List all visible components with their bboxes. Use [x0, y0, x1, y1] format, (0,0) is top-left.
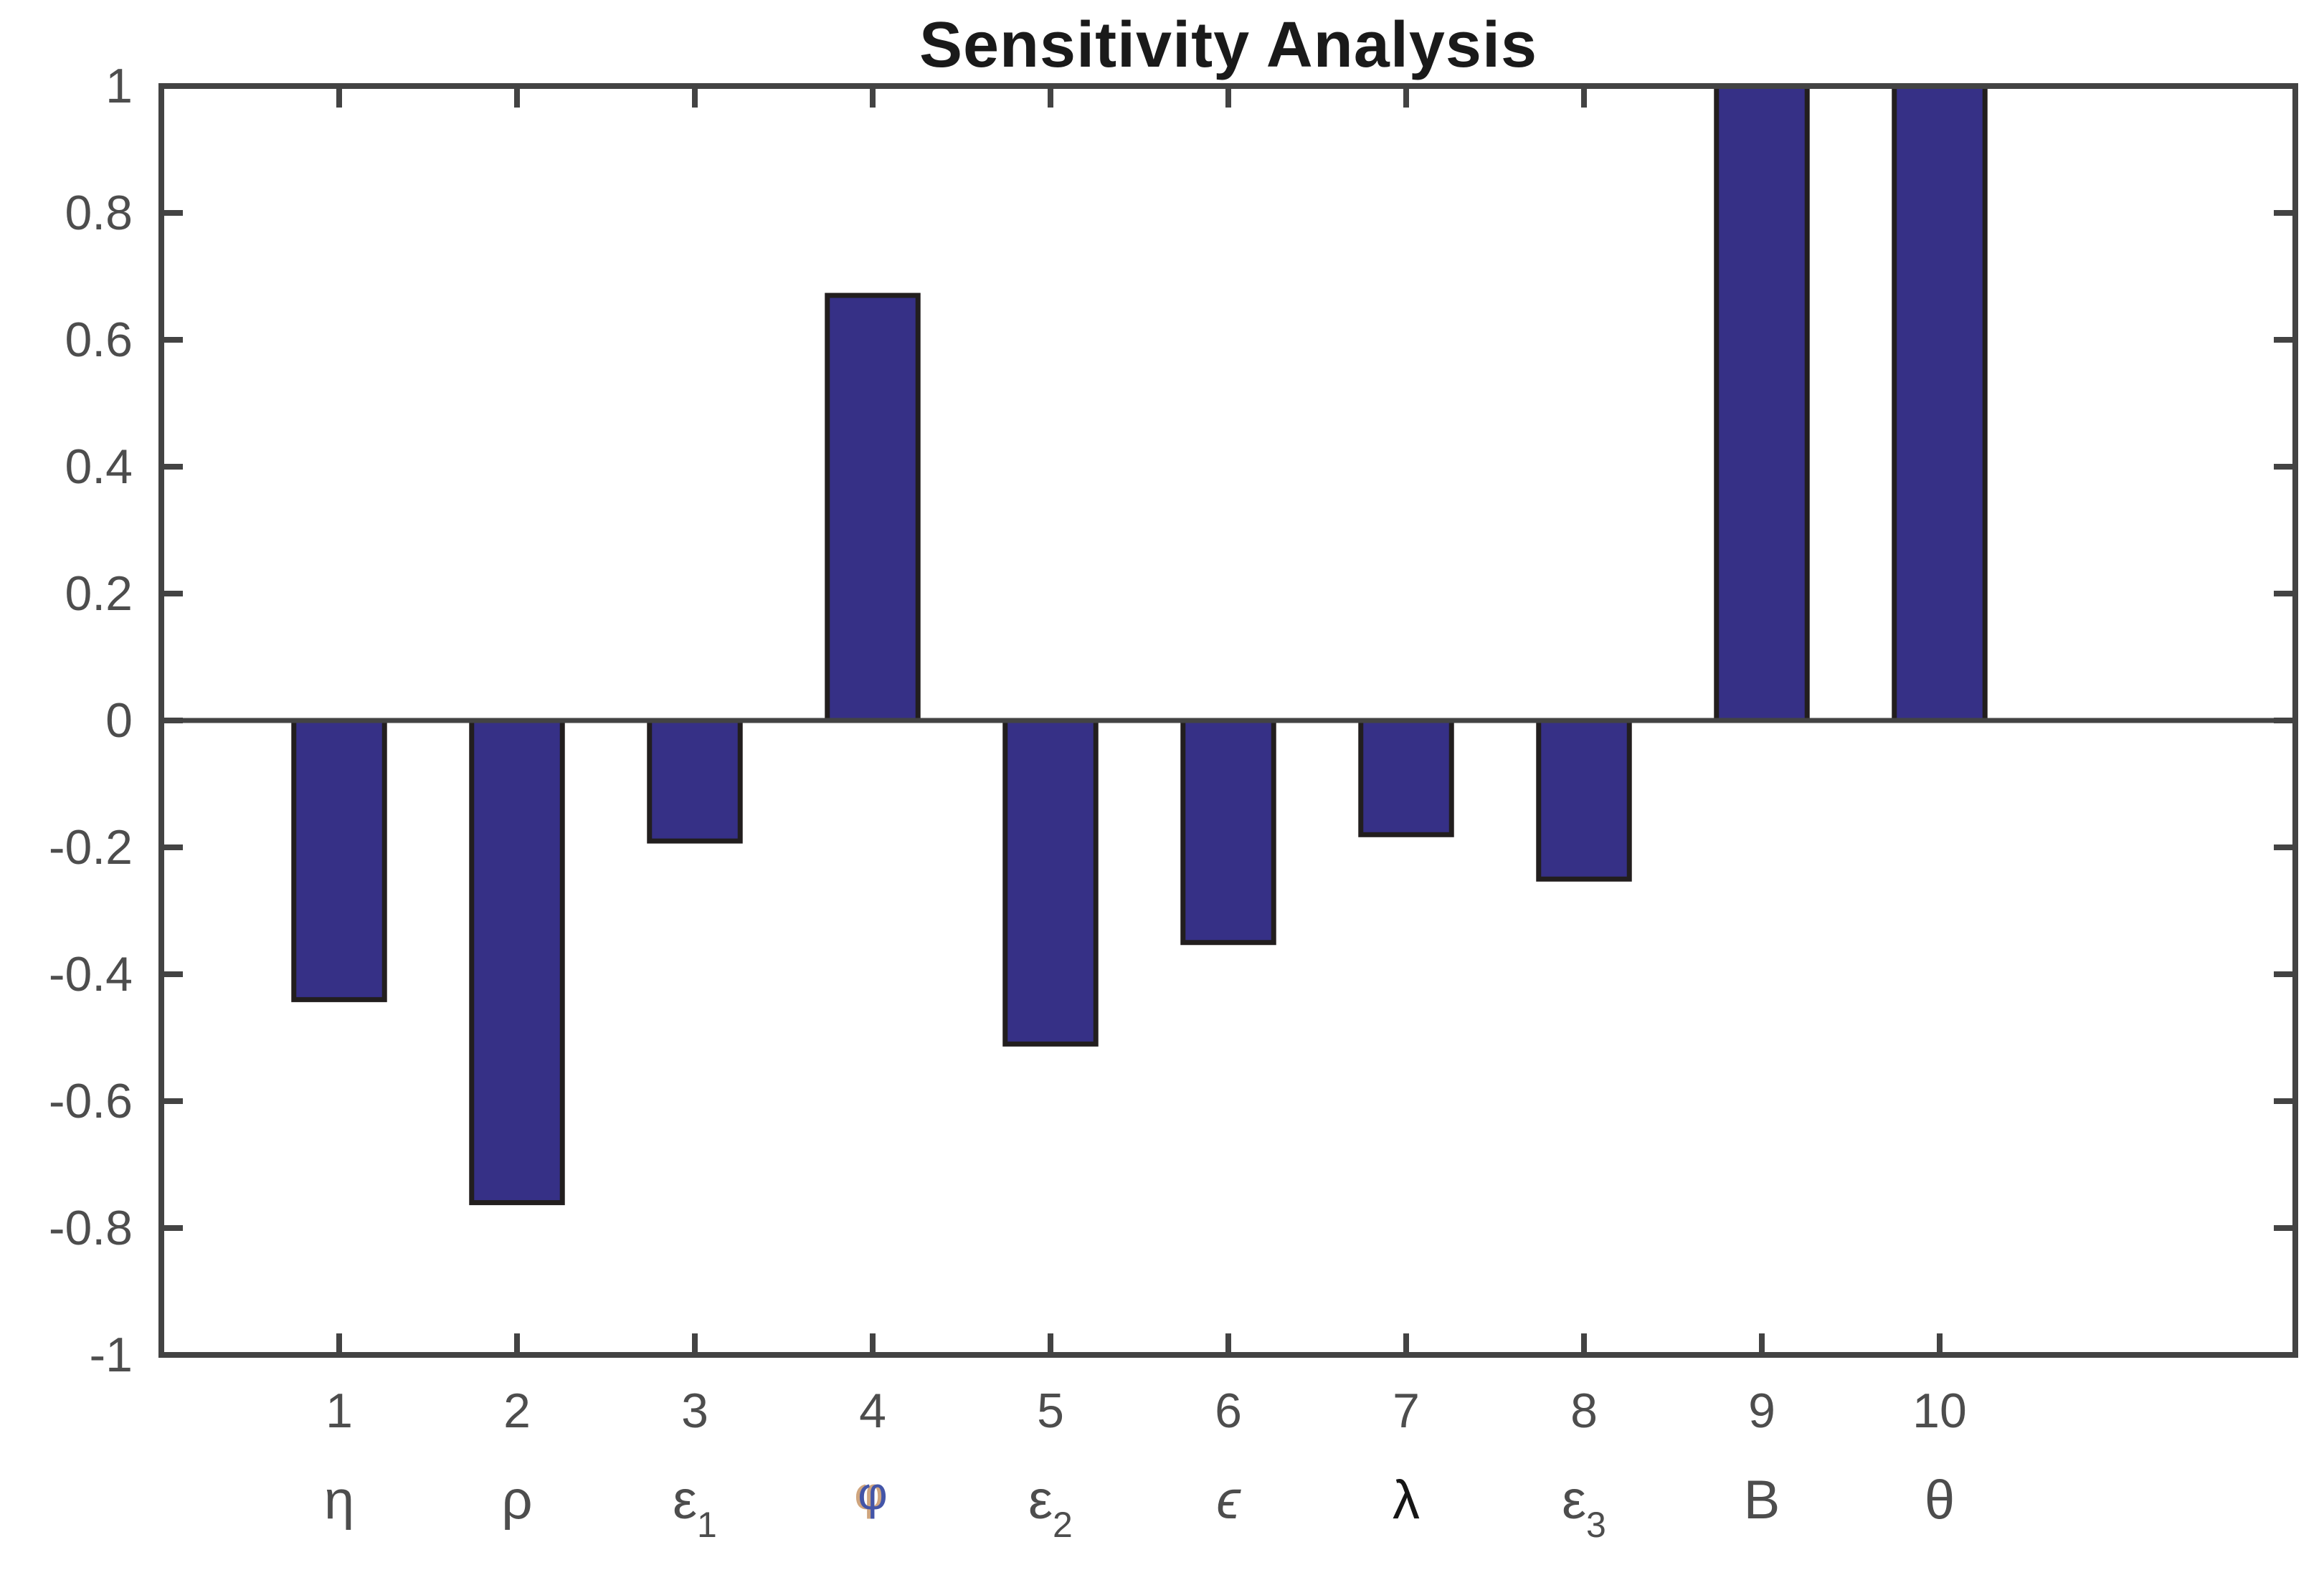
x-tick-label: 5: [1037, 1384, 1064, 1438]
chart-title: Sensitivity Analysis: [919, 9, 1538, 81]
x-symbol-label-ε2: ε2: [1028, 1470, 1073, 1545]
bar-θ: [1892, 83, 1988, 723]
bar-λ: [1358, 718, 1454, 837]
x-tick-label: 2: [503, 1384, 531, 1438]
bar-ε2: [1002, 718, 1099, 1047]
y-tick-label: 0: [105, 693, 133, 748]
y-tick-label: -0.2: [49, 820, 133, 875]
symbol-subscript: 2: [1053, 1505, 1073, 1545]
x-symbol-label-ϵ: ϵ: [1216, 1470, 1241, 1531]
bar-ρ: [469, 718, 565, 1206]
x-tick-label: 10: [1912, 1384, 1967, 1438]
y-tick-label: 1: [105, 59, 133, 113]
bar-η: [291, 718, 387, 1002]
bar-ε3: [1536, 718, 1632, 882]
x-symbol-label-ε1: ε1: [673, 1470, 717, 1545]
x-symbol-label-θ: θ: [1925, 1470, 1955, 1531]
plot-frame: [158, 83, 2298, 1358]
y-tick-label: -0.6: [49, 1074, 133, 1128]
x-symbol-label-η: η: [324, 1470, 354, 1531]
bar-ε1: [647, 718, 743, 844]
x-symbol-label-φ: φ: [858, 1467, 888, 1519]
x-symbol-label-B: B: [1744, 1470, 1780, 1531]
symbol-subscript: 1: [697, 1505, 717, 1545]
y-tick-label: -0.4: [49, 947, 133, 1001]
x-tick-label: 8: [1570, 1384, 1598, 1438]
x-tick-label: 7: [1393, 1384, 1420, 1438]
symbol-subscript: 3: [1586, 1505, 1606, 1545]
x-tick-label: 9: [1748, 1384, 1775, 1438]
x-tick-label: 1: [326, 1384, 353, 1438]
x-symbol-label-ρ: ρ: [501, 1470, 532, 1531]
y-tick-label: -0.8: [49, 1201, 133, 1255]
x-tick-label: 4: [859, 1384, 886, 1438]
bar-φ: [825, 292, 921, 723]
phi-fringe: φ: [854, 1467, 884, 1519]
y-tick-label: 0.6: [65, 313, 133, 367]
y-tick-label: 0.8: [65, 186, 133, 240]
x-symbol-label-ε3: ε3: [1562, 1470, 1606, 1545]
y-tick-label: -1: [90, 1328, 133, 1382]
bar-ϵ: [1180, 718, 1276, 946]
x-symbol-label-λ: λ: [1393, 1470, 1420, 1531]
bar-B: [1714, 83, 1810, 723]
y-tick-label: 0.2: [65, 566, 133, 621]
x-tick-label: 3: [681, 1384, 708, 1438]
x-tick-label: 6: [1215, 1384, 1242, 1438]
y-tick-label: 0.4: [65, 439, 133, 494]
